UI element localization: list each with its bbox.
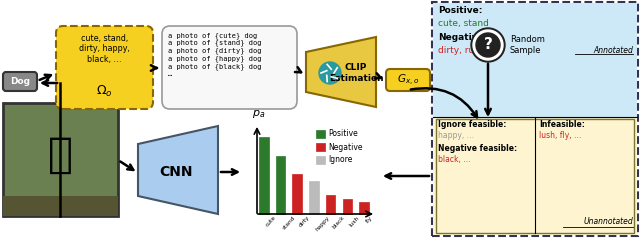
FancyBboxPatch shape [3,72,37,91]
Text: Negative feasible:: Negative feasible: [438,144,517,153]
FancyBboxPatch shape [433,3,637,117]
FancyBboxPatch shape [3,103,118,216]
Text: $\Omega_o$: $\Omega_o$ [96,84,113,99]
FancyBboxPatch shape [162,26,297,109]
Text: Dog: Dog [10,77,30,86]
Text: Ignore: Ignore [328,155,353,164]
Text: Annotated: Annotated [593,46,633,55]
Text: Infeasible:: Infeasible: [539,120,585,129]
FancyBboxPatch shape [359,202,369,214]
Text: lush, fly, …: lush, fly, … [539,131,582,140]
FancyBboxPatch shape [309,181,319,214]
FancyBboxPatch shape [316,156,325,164]
Text: black: black [332,215,346,230]
FancyBboxPatch shape [326,195,335,214]
Text: ?: ? [484,37,492,52]
Polygon shape [306,37,376,107]
Text: happy, …: happy, … [438,131,474,140]
FancyBboxPatch shape [386,69,430,91]
Text: CLIP
Estimation: CLIP Estimation [329,63,383,83]
FancyBboxPatch shape [259,137,269,214]
FancyBboxPatch shape [436,119,634,233]
Text: dirty: dirty [298,215,311,228]
Circle shape [319,62,341,84]
Text: Random
Sample: Random Sample [510,35,545,55]
FancyBboxPatch shape [316,143,325,151]
Text: 🐕: 🐕 [48,134,73,175]
Circle shape [476,33,500,57]
Text: dirty, run: dirty, run [438,46,480,55]
Text: Unannotated: Unannotated [583,217,633,226]
Text: $G_{x,o}$: $G_{x,o}$ [397,72,419,88]
Text: Positive:: Positive: [438,6,483,15]
Circle shape [473,30,503,60]
FancyBboxPatch shape [56,26,153,109]
Text: Negative:: Negative: [438,33,488,42]
Text: CNN: CNN [159,165,193,179]
Text: cute, stand,
dirty, happy,
black, …: cute, stand, dirty, happy, black, … [79,34,130,64]
FancyBboxPatch shape [433,117,637,235]
Text: lush: lush [348,215,360,227]
Text: cute, stand: cute, stand [438,19,489,28]
Polygon shape [138,126,218,214]
Text: stand: stand [282,215,296,231]
Text: Negative: Negative [328,143,362,152]
Text: happy: happy [315,215,331,232]
FancyBboxPatch shape [342,199,352,214]
FancyBboxPatch shape [292,174,302,214]
Text: $p_a$: $p_a$ [252,108,266,120]
Text: fly: fly [365,215,374,224]
Text: Ignore feasible:: Ignore feasible: [438,120,506,129]
FancyBboxPatch shape [3,196,118,216]
Text: a photo of {cute} dog
a photo of {stand} dog
a photo of {dirty} dog
a photo of {: a photo of {cute} dog a photo of {stand}… [168,32,262,77]
Text: black, …: black, … [438,155,471,164]
FancyBboxPatch shape [276,155,285,214]
Circle shape [471,28,505,62]
Text: Positive: Positive [328,129,358,139]
FancyBboxPatch shape [316,130,325,138]
Text: cute: cute [265,215,277,228]
